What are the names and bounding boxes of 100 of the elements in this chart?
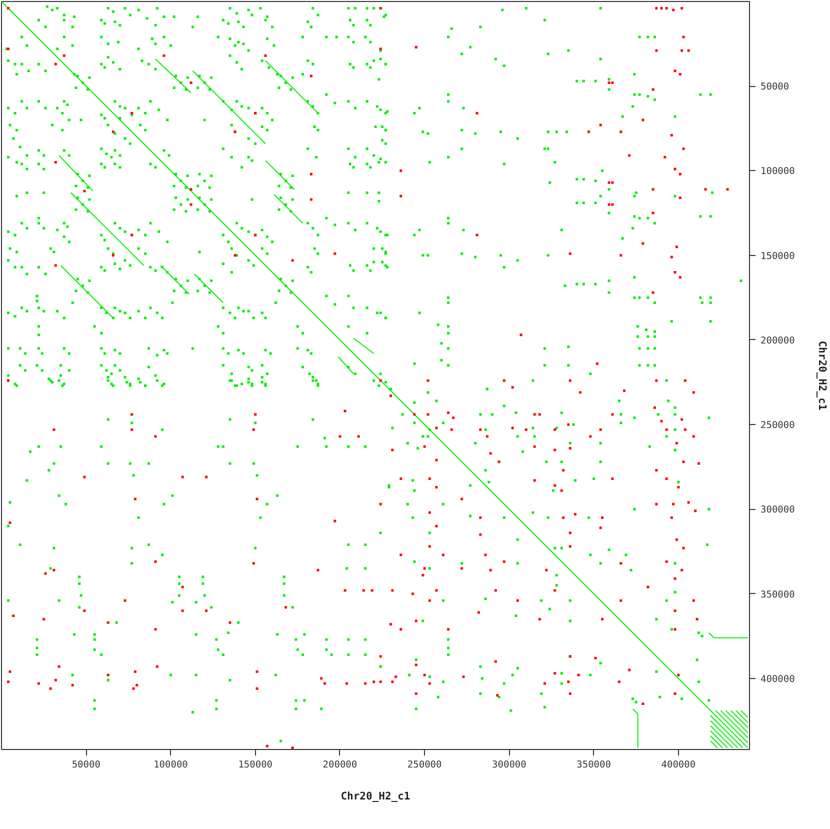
- point: [675, 246, 678, 248]
- point: [181, 476, 184, 478]
- point: [660, 7, 663, 10]
- point: [678, 276, 682, 279]
- point: [726, 188, 729, 191]
- point: [678, 196, 682, 200]
- point: [674, 70, 676, 72]
- point: [379, 379, 382, 382]
- point: [205, 609, 208, 612]
- point: [12, 614, 15, 618]
- point: [124, 599, 126, 602]
- point: [678, 172, 682, 176]
- point: [252, 562, 255, 565]
- point: [670, 256, 673, 258]
- point: [652, 212, 654, 214]
- x-tick-label: 300000: [492, 760, 527, 770]
- point: [181, 586, 184, 588]
- x-tick-label: 200000: [322, 760, 358, 770]
- x-tick-label: 100000: [154, 760, 188, 770]
- point: [520, 334, 522, 336]
- point: [190, 188, 192, 191]
- point: [323, 682, 326, 685]
- point: [344, 410, 346, 412]
- point: [8, 521, 12, 524]
- point: [642, 242, 644, 245]
- point: [8, 670, 12, 673]
- point: [362, 589, 365, 592]
- point: [156, 665, 158, 668]
- point: [370, 589, 374, 592]
- point: [54, 264, 57, 267]
- point: [682, 36, 685, 38]
- point: [665, 7, 668, 10]
- point: [642, 118, 644, 122]
- point: [379, 680, 382, 684]
- point: [132, 687, 135, 690]
- y-tick-label: 300000: [760, 504, 796, 516]
- point: [134, 670, 136, 673]
- point: [291, 259, 294, 262]
- point: [664, 156, 666, 158]
- point: [252, 428, 255, 431]
- point: [320, 677, 323, 680]
- point: [256, 670, 258, 673]
- point: [134, 498, 136, 500]
- point: [345, 682, 348, 685]
- y-axis-title: Chr20_H2_c1: [816, 340, 828, 410]
- y-tick-label: 50000: [760, 82, 790, 93]
- point: [181, 609, 184, 612]
- point: [620, 254, 622, 257]
- point: [58, 665, 60, 668]
- point: [154, 435, 157, 438]
- point: [680, 49, 684, 52]
- y-tick-label: 250000: [760, 420, 796, 432]
- point: [400, 169, 402, 172]
- point: [62, 54, 66, 57]
- y-tick-label: 100000: [760, 166, 796, 178]
- x-axis-title: Chr20_H2_c1: [340, 790, 410, 802]
- y-tick-label: 150000: [760, 250, 796, 262]
- point: [511, 386, 514, 389]
- point: [680, 7, 684, 10]
- point: [83, 609, 86, 612]
- point: [672, 8, 675, 12]
- point: [254, 413, 257, 416]
- point: [587, 130, 590, 134]
- point: [228, 621, 232, 624]
- point: [596, 362, 598, 365]
- point: [49, 687, 52, 690]
- point: [334, 252, 336, 255]
- point: [611, 181, 614, 184]
- point: [608, 81, 610, 84]
- point: [310, 172, 312, 176]
- point: [154, 628, 157, 631]
- point: [684, 379, 686, 382]
- point: [310, 74, 312, 78]
- x-tick-label: 50000: [72, 760, 101, 770]
- point: [364, 682, 367, 685]
- point: [476, 234, 478, 236]
- point: [54, 678, 57, 682]
- point: [106, 621, 110, 624]
- point: [44, 572, 47, 575]
- point: [476, 112, 478, 114]
- point: [7, 7, 10, 10]
- x-tick-label: 150000: [238, 760, 273, 770]
- point: [54, 161, 57, 164]
- y-tick-label: 350000: [760, 589, 796, 600]
- point: [599, 124, 602, 126]
- point: [687, 49, 690, 52]
- point: [611, 203, 614, 206]
- point: [256, 498, 258, 500]
- point: [316, 568, 320, 572]
- point: [620, 130, 622, 134]
- point: [83, 476, 86, 478]
- point: [7, 680, 10, 684]
- point: [334, 520, 336, 522]
- point: [52, 568, 56, 572]
- point: [205, 476, 208, 478]
- point: [670, 134, 673, 136]
- y-tick-label: 200000: [760, 335, 796, 346]
- point: [357, 435, 360, 438]
- point: [291, 746, 294, 750]
- point: [652, 88, 654, 91]
